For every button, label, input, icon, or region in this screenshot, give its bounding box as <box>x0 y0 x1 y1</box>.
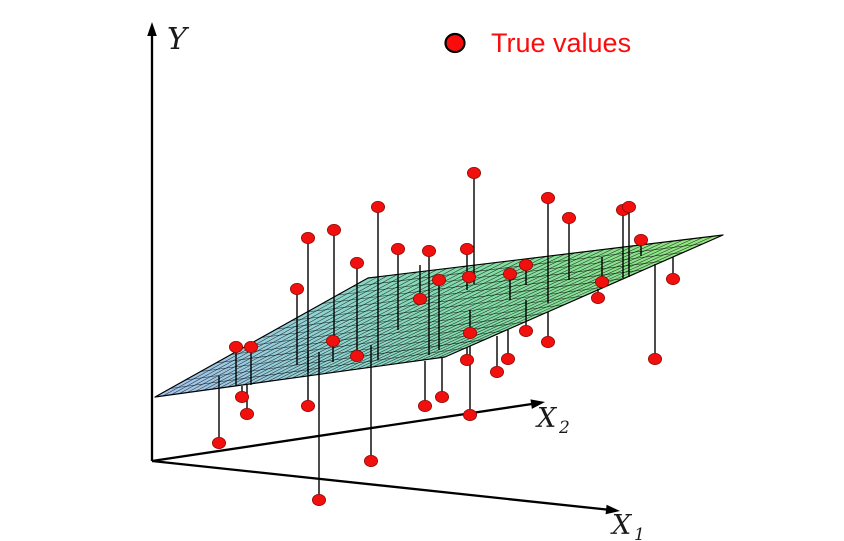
data-point <box>648 352 663 365</box>
data-point <box>239 407 254 420</box>
x1-axis-label: X <box>610 510 633 541</box>
data-point <box>243 340 258 353</box>
y-axis-label: Y <box>167 22 190 57</box>
data-point <box>502 267 517 280</box>
legend: True values <box>444 28 631 58</box>
x2-axis-label-subscript: 2 <box>558 418 570 438</box>
residual-stems <box>218 173 674 500</box>
axes-group <box>147 22 620 515</box>
data-point <box>622 200 637 213</box>
data-point <box>300 231 315 244</box>
data-point <box>211 436 226 449</box>
data-point <box>417 399 432 412</box>
data-point <box>431 273 446 286</box>
data-point <box>326 223 341 236</box>
data-point <box>562 211 577 224</box>
data-point <box>466 166 481 179</box>
data-point <box>634 233 649 246</box>
data-point <box>363 454 378 467</box>
data-point <box>412 292 427 305</box>
data-point <box>541 335 556 348</box>
data-point <box>390 242 405 255</box>
legend-label-true-values: True values <box>491 28 631 58</box>
x2-axis-arrowhead <box>530 399 545 409</box>
data-point <box>666 272 681 285</box>
y-axis-arrowhead <box>147 22 157 36</box>
x1-axis-label-subscript: 1 <box>634 525 645 541</box>
data-points <box>211 166 681 506</box>
data-point <box>325 334 340 347</box>
data-point <box>519 258 534 271</box>
x2-axis-label: X <box>535 403 558 434</box>
x2-axis <box>151 402 537 463</box>
data-point <box>519 324 534 337</box>
data-point <box>591 291 606 304</box>
x1-axis <box>151 459 612 512</box>
data-point <box>541 191 556 204</box>
data-point <box>459 242 474 255</box>
data-point <box>349 256 364 269</box>
data-point <box>461 270 476 283</box>
legend-marker-true-values <box>444 32 466 54</box>
data-point <box>349 349 364 362</box>
data-point <box>462 326 477 339</box>
data-point <box>234 390 249 403</box>
data-point <box>462 408 477 421</box>
data-point <box>459 353 474 366</box>
data-point <box>370 200 385 213</box>
data-point <box>434 390 449 403</box>
data-point <box>311 493 326 506</box>
x1-axis-arrowhead <box>605 504 620 515</box>
data-point <box>489 365 504 378</box>
data-point <box>421 244 436 257</box>
data-point <box>500 352 515 365</box>
data-point <box>595 275 610 288</box>
data-point <box>228 340 243 353</box>
axis-labels: Y X 1 X 2 <box>167 22 645 541</box>
data-point <box>289 282 304 295</box>
data-point <box>300 399 315 412</box>
